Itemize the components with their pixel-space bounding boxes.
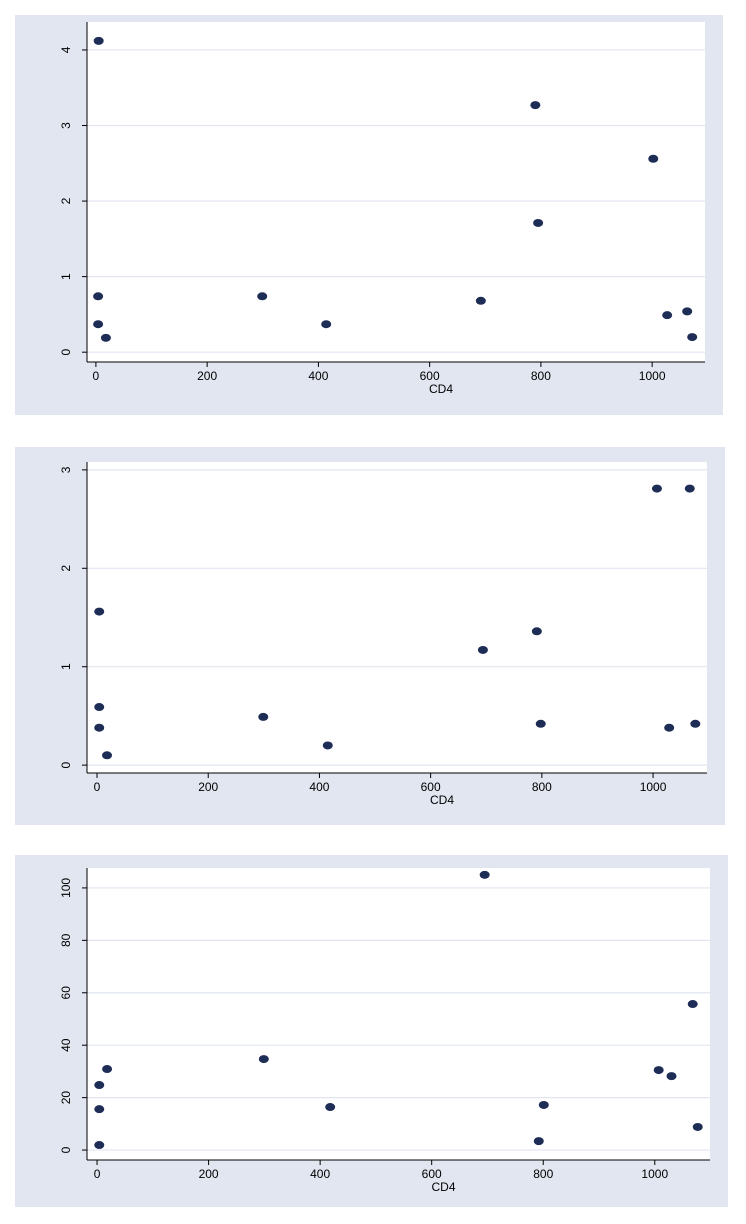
x-tick-label: 600 — [421, 780, 441, 794]
x-tick-label: 800 — [533, 1167, 553, 1181]
y-tick-label: 2 — [59, 565, 73, 572]
x-tick-label: 400 — [310, 1167, 330, 1181]
point — [94, 1141, 105, 1150]
point — [475, 296, 486, 305]
x-tick-label: 1000 — [639, 369, 666, 383]
point — [325, 1103, 336, 1112]
x-axis-label: CD4 — [429, 382, 453, 396]
y-tick-label: 4 — [59, 46, 73, 53]
plot-area — [87, 462, 707, 773]
point — [93, 320, 104, 329]
x-tick-label: 400 — [308, 369, 328, 383]
y-tick-label: 20 — [59, 1091, 73, 1105]
x-tick-label: 0 — [94, 1167, 101, 1181]
point — [102, 751, 113, 760]
y-tick-label: 0 — [59, 761, 73, 768]
point — [687, 333, 698, 342]
x-tick-label: 800 — [531, 369, 551, 383]
point — [94, 1081, 105, 1090]
point — [94, 703, 105, 712]
point — [684, 484, 695, 493]
y-tick-label: 0 — [59, 349, 73, 356]
point — [653, 1066, 664, 1075]
y-tick-label: 80 — [59, 933, 73, 947]
point — [93, 36, 104, 45]
x-tick-label: 400 — [309, 780, 329, 794]
x-axis-label: CD4 — [430, 793, 454, 807]
point — [682, 307, 693, 316]
x-tick-label: 200 — [198, 780, 218, 794]
point — [100, 333, 111, 342]
x-tick-label: 1000 — [641, 1167, 668, 1181]
plot-area — [87, 868, 710, 1160]
point — [666, 1072, 677, 1081]
point — [477, 645, 488, 654]
x-axis-label: CD4 — [431, 1180, 455, 1194]
y-tick-label: 100 — [59, 878, 73, 898]
point — [692, 1122, 703, 1131]
point — [664, 723, 675, 732]
y-tick-label: 60 — [59, 986, 73, 1000]
x-tick-label: 1000 — [640, 780, 667, 794]
point — [687, 1000, 698, 1009]
point — [93, 292, 104, 301]
point — [94, 723, 105, 732]
point — [533, 1137, 544, 1146]
y-tick-label: 3 — [59, 122, 73, 129]
point — [479, 870, 490, 879]
x-tick-label: 0 — [93, 369, 100, 383]
y-tick-label: 1 — [59, 273, 73, 280]
point — [257, 292, 268, 301]
y-tick-label: 3 — [59, 466, 73, 473]
point — [690, 719, 701, 728]
point — [102, 1065, 113, 1074]
x-tick-label: 600 — [420, 369, 440, 383]
point — [322, 741, 333, 750]
point — [533, 218, 544, 227]
point — [258, 712, 269, 721]
x-tick-label: 600 — [422, 1167, 442, 1181]
x-tick-label: 200 — [199, 1167, 219, 1181]
point — [651, 484, 662, 493]
x-tick-label: 200 — [197, 369, 217, 383]
x-tick-label: 800 — [532, 780, 552, 794]
x-tick-label: 0 — [94, 780, 101, 794]
plot-area — [87, 22, 705, 362]
y-tick-label: 0 — [59, 1146, 73, 1153]
point — [321, 320, 332, 329]
point — [531, 627, 542, 636]
point — [662, 311, 673, 320]
y-tick-label: 40 — [59, 1038, 73, 1052]
point — [530, 101, 541, 110]
y-tick-label: 1 — [59, 663, 73, 670]
y-tick-label: 2 — [59, 197, 73, 204]
point — [258, 1055, 269, 1064]
point — [94, 607, 105, 616]
point — [648, 154, 659, 163]
point — [538, 1100, 549, 1109]
point — [94, 1105, 105, 1114]
point — [535, 719, 546, 728]
